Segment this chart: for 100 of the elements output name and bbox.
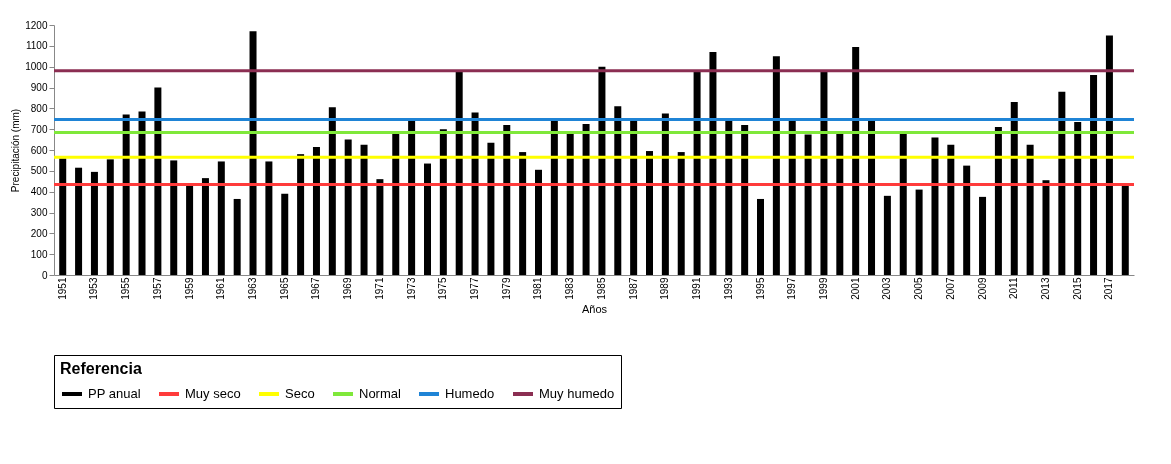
- y-tick-label: 1000: [25, 61, 48, 73]
- bar: [836, 133, 844, 275]
- bar: [868, 119, 876, 275]
- x-tick-label: 1983: [564, 277, 576, 300]
- legend-label: Humedo: [445, 386, 495, 401]
- bar: [455, 70, 463, 275]
- bar: [1074, 121, 1082, 275]
- y-tick-label: 500: [30, 165, 48, 177]
- x-axis-title: Años: [581, 302, 608, 315]
- bar: [439, 129, 447, 275]
- bar: [106, 159, 114, 275]
- bar: [963, 165, 971, 275]
- legend-label: PP anual: [88, 386, 141, 401]
- bar: [630, 119, 638, 275]
- bar: [217, 161, 225, 275]
- x-tick-label: 1989: [659, 277, 671, 300]
- bar: [201, 178, 209, 275]
- x-tick-label: 1971: [373, 277, 385, 300]
- bar: [947, 144, 955, 275]
- y-axis-title: Precipitación (mm): [10, 108, 22, 193]
- bar: [519, 152, 527, 275]
- bar: [312, 146, 320, 275]
- bar: [122, 114, 130, 275]
- bar: [534, 169, 542, 275]
- bar: [249, 31, 257, 275]
- bar: [1058, 91, 1066, 275]
- x-tick-label: 1953: [88, 277, 100, 300]
- bar: [344, 139, 352, 275]
- bar: [281, 193, 289, 275]
- x-tick-label: 2011: [1008, 277, 1020, 300]
- bar: [1042, 180, 1050, 275]
- bar: [154, 87, 162, 275]
- x-tick-label: 2005: [913, 277, 925, 300]
- bar: [709, 52, 717, 275]
- x-tick-label: 2007: [944, 277, 956, 300]
- x-tick-label: 1961: [215, 277, 227, 300]
- y-tick-label: 800: [30, 102, 48, 114]
- bar: [1026, 144, 1034, 275]
- bar: [883, 195, 891, 275]
- x-tick-label: 1985: [595, 277, 607, 300]
- bar: [59, 158, 67, 275]
- bar: [725, 119, 733, 275]
- y-tick-label: 300: [30, 207, 48, 218]
- bar: [328, 107, 336, 275]
- bar: [915, 189, 923, 275]
- y-tick-label: 900: [30, 82, 48, 93]
- bar: [772, 56, 780, 275]
- x-tick-label: 2013: [1039, 277, 1051, 300]
- x-tick-label: 2003: [881, 277, 893, 300]
- bar: [75, 167, 83, 275]
- bar: [1105, 35, 1113, 275]
- y-tick-label: 400: [30, 186, 48, 198]
- bar: [297, 154, 305, 275]
- x-tick-label: 1965: [278, 277, 290, 300]
- bar: [693, 70, 701, 275]
- bar: [1090, 75, 1098, 275]
- bar: [471, 112, 479, 275]
- bar: [994, 127, 1002, 275]
- bar: [392, 133, 400, 275]
- bar: [804, 134, 812, 275]
- bar: [899, 133, 907, 275]
- bar: [979, 196, 987, 275]
- bar: [423, 163, 431, 275]
- x-tick-label: 1957: [151, 277, 163, 300]
- bar: [757, 198, 765, 275]
- x-tick-label: 1975: [437, 277, 449, 300]
- bar: [852, 46, 860, 275]
- x-tick-label: 1963: [247, 277, 259, 300]
- bar: [408, 119, 416, 275]
- legend-label: Normal: [359, 386, 402, 401]
- bar: [1010, 102, 1018, 275]
- bar: [788, 119, 796, 275]
- x-tick-label: 1969: [342, 277, 354, 300]
- x-tick-label: 2009: [976, 277, 988, 300]
- x-tick-label: 1955: [120, 277, 132, 300]
- x-tick-label: 1995: [754, 277, 766, 300]
- x-tick-label: 1977: [469, 277, 481, 300]
- bar: [931, 137, 939, 275]
- bar: [503, 125, 511, 275]
- x-tick-label: 1991: [691, 277, 703, 300]
- bar: [741, 125, 749, 275]
- y-tick-label: 200: [30, 227, 48, 239]
- bar: [582, 123, 590, 275]
- bar: [646, 151, 654, 275]
- bar: [90, 171, 98, 275]
- bar: [550, 119, 558, 275]
- x-tick-label: 1993: [722, 277, 734, 300]
- legend-label: Seco: [285, 386, 315, 401]
- bar: [661, 113, 669, 275]
- bar: [265, 161, 273, 275]
- x-tick-label: 1967: [310, 277, 322, 300]
- bar: [233, 198, 241, 275]
- y-tick-label: 600: [30, 144, 48, 156]
- legend-title: Referencia: [60, 360, 142, 377]
- bar: [820, 70, 828, 275]
- legend-label: Muy humedo: [539, 386, 615, 401]
- bar: [186, 185, 194, 275]
- bar: [138, 111, 146, 275]
- x-tick-label: 1973: [405, 277, 417, 300]
- bar: [360, 144, 368, 275]
